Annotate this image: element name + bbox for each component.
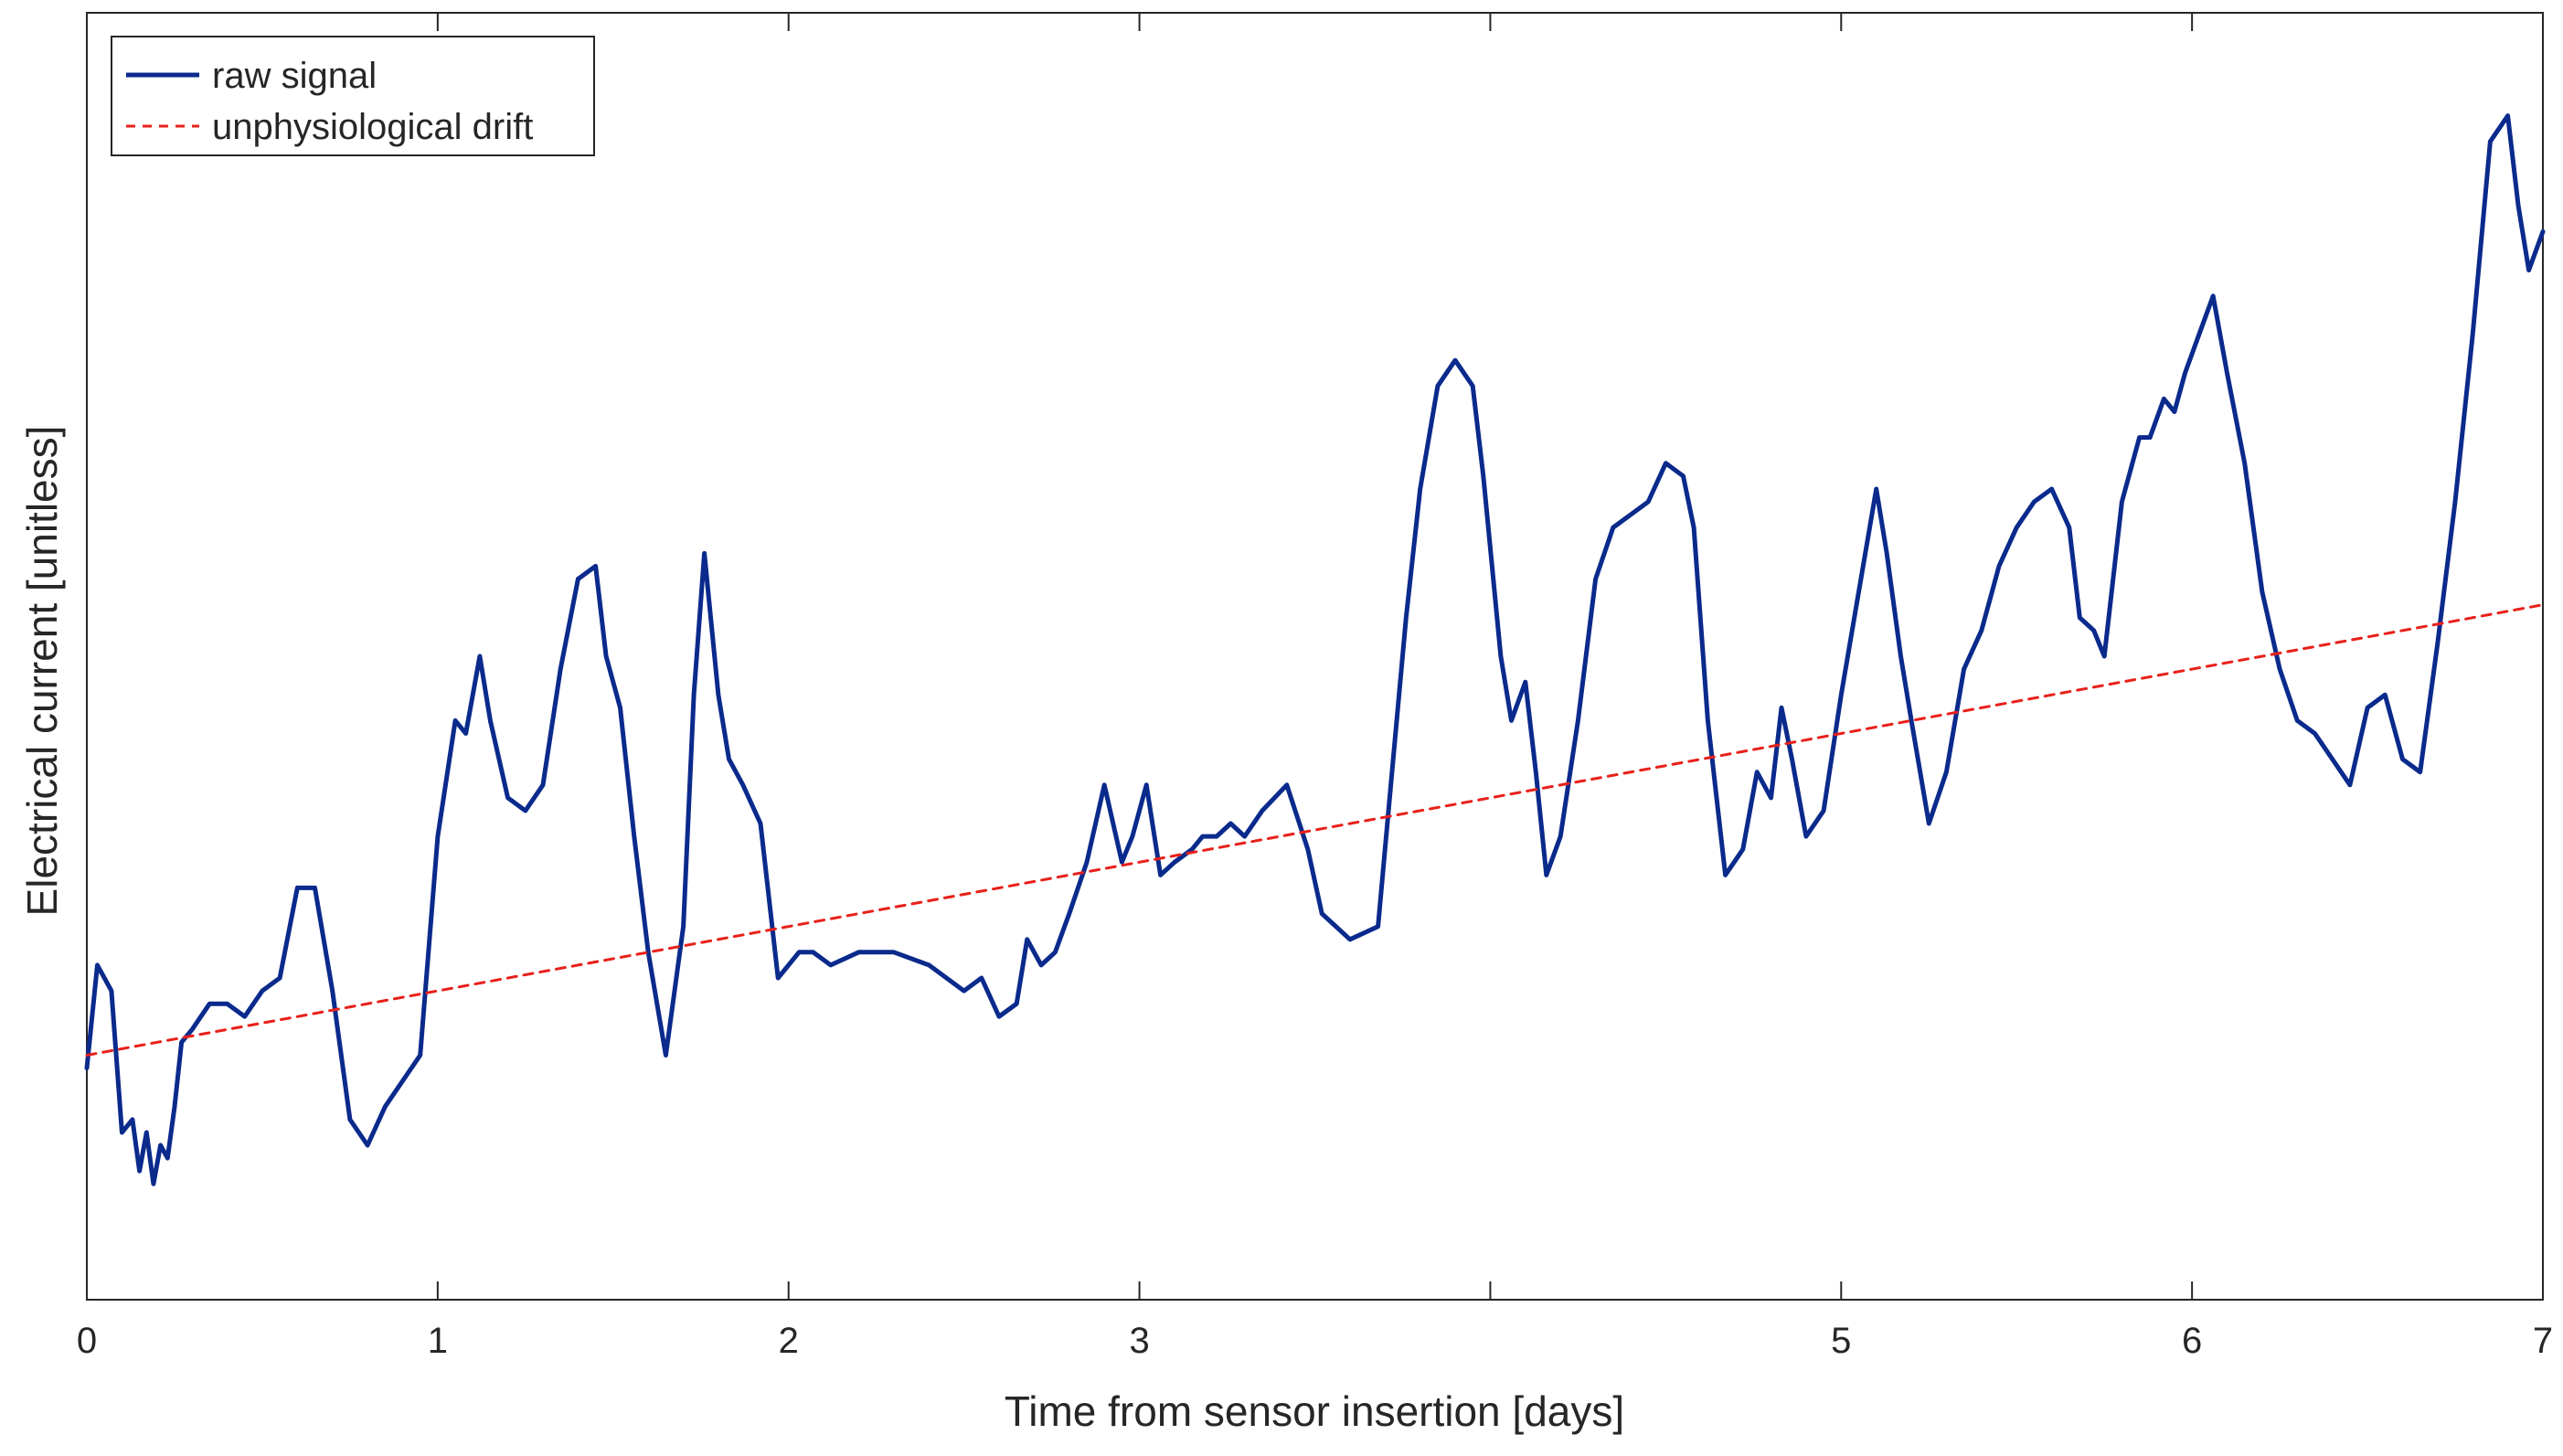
- series-unphysiological-drift: [85, 603, 2545, 1057]
- plot-area: [84, 113, 2546, 1186]
- x-tick-label: 7: [2533, 1321, 2553, 1361]
- x-tick-label: 1: [428, 1321, 448, 1361]
- legend-box: [111, 36, 595, 156]
- legend-label-raw-signal: raw signal: [212, 56, 377, 96]
- x-tick-label: 5: [1831, 1321, 1851, 1361]
- series-raw-signal: [84, 113, 2546, 1186]
- legend-label-unphysiological-drift: unphysiological drift: [212, 107, 533, 147]
- x-tick-label: 2: [779, 1321, 799, 1361]
- x-axis-label: Time from sensor insertion [days]: [1005, 1387, 1624, 1435]
- x-tick-label: 6: [2182, 1321, 2202, 1361]
- x-tick-label: 0: [77, 1321, 97, 1361]
- plot-frame: [86, 12, 2544, 1301]
- axes: 0 1 2 3 5 6 7: [77, 12, 2553, 1361]
- x-tick-label: 3: [1129, 1321, 1149, 1361]
- y-axis-label: Electrical current [unitless]: [18, 426, 66, 917]
- legend: raw signal unphysiological drift: [111, 36, 595, 156]
